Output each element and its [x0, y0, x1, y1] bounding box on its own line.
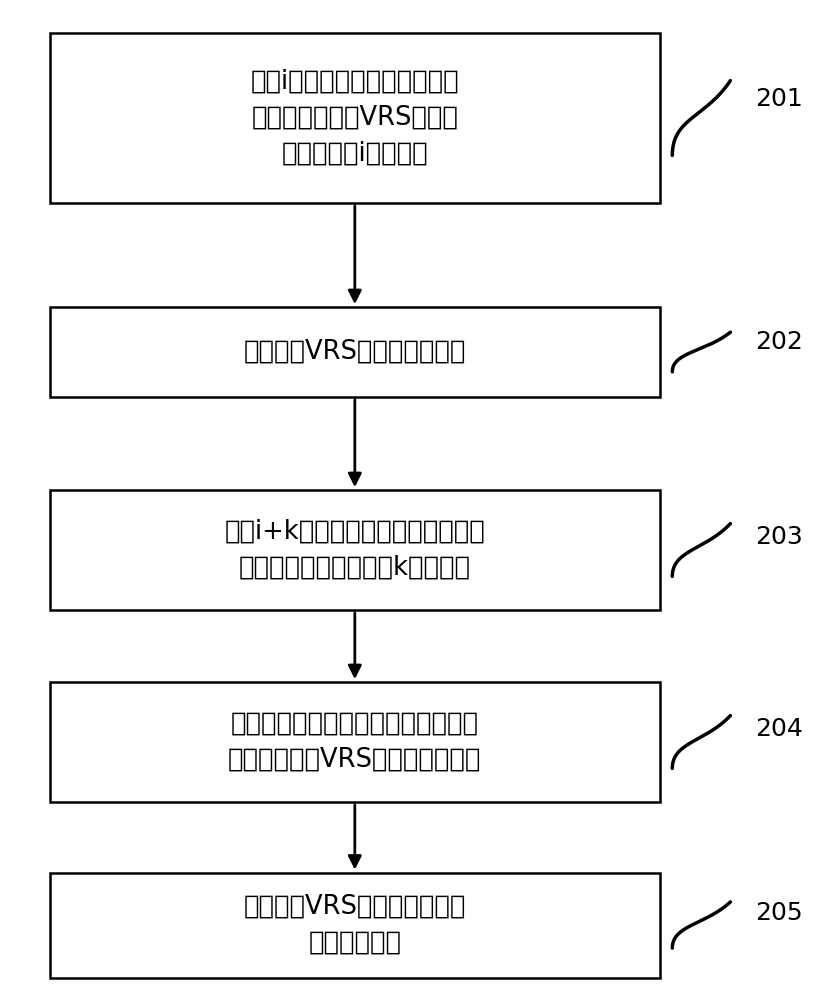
Bar	[50, 33, 660, 203]
Bar	[50, 682, 660, 802]
Text: 根据第一VRS对应的差分信息
进行差分定位: 根据第一VRS对应的差分信息 进行差分定位	[244, 894, 466, 956]
Text: 在第i+k次定位过程中，判断是否满
足差分信息复用条件，k为正整数: 在第i+k次定位过程中，判断是否满 足差分信息复用条件，k为正整数	[224, 519, 486, 581]
Text: 204: 204	[755, 717, 803, 741]
Text: 存储第一VRS对应的差分信息: 存储第一VRS对应的差分信息	[244, 339, 466, 365]
Text: 203: 203	[755, 525, 803, 549]
Text: 205: 205	[755, 901, 803, 925]
Text: 若确定满足差分信息复用条件，则获
取存储的第一VRS对应的差分信息: 若确定满足差分信息复用条件，则获 取存储的第一VRS对应的差分信息	[228, 711, 481, 773]
Bar	[50, 307, 660, 397]
Text: 202: 202	[755, 330, 803, 354]
Text: 201: 201	[755, 87, 803, 111]
Bar	[50, 490, 660, 610]
Bar	[50, 872, 660, 978]
Text: 在第i次定位过程中，接收数据
中心发送的第一VRS对应的
差分信息，i为正整数: 在第i次定位过程中，接收数据 中心发送的第一VRS对应的 差分信息，i为正整数	[251, 69, 459, 167]
